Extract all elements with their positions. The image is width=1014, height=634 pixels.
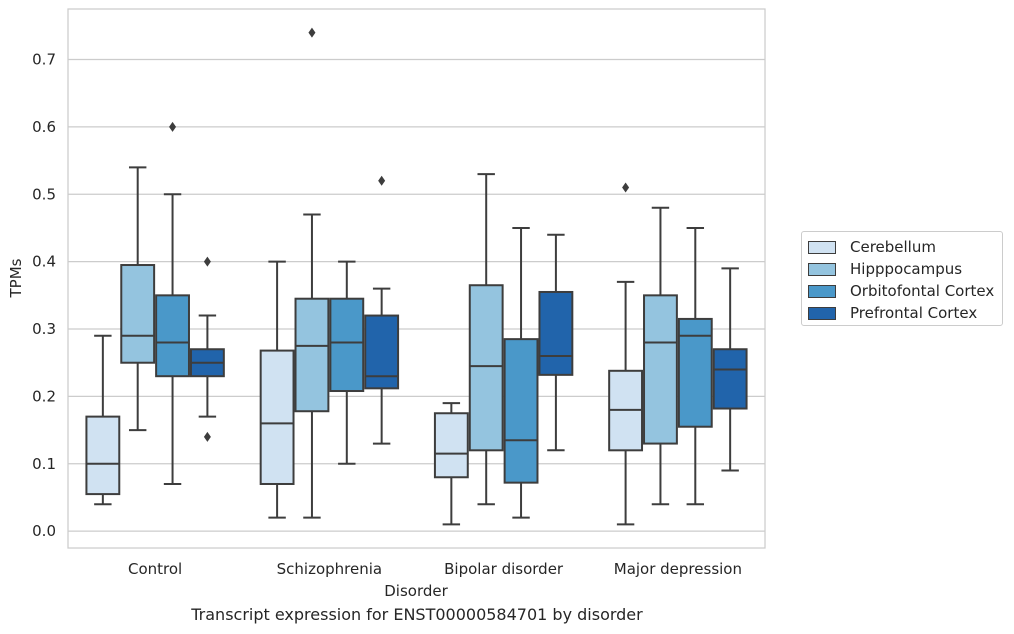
x-tick-label-control: Control (128, 560, 182, 578)
y-tick-label: 0.7 (32, 51, 56, 69)
legend-swatch-cerebellum (808, 240, 836, 254)
box-hipppocampus-major-depression (643, 206, 678, 506)
box-cerebellum-schizophrenia (259, 260, 295, 519)
x-tick-label-schizophrenia: Schizophrenia (277, 560, 382, 578)
outlier-point (308, 27, 316, 38)
box-cerebellum-bipolar-disorder (433, 402, 469, 526)
y-axis-label: TPMs (7, 258, 25, 298)
iqr-box (259, 349, 295, 485)
outlier-point (169, 121, 177, 132)
y-tick-label: 0.6 (32, 118, 56, 136)
box-hipppocampus-control (120, 166, 156, 432)
iqr-box (329, 297, 365, 393)
iqr-box (85, 415, 121, 496)
iqr-box (677, 317, 713, 428)
box-prefrontal-cortex-schizophrenia (364, 175, 400, 445)
iqr-box (433, 412, 469, 479)
box-plot-area (85, 27, 748, 526)
x-tick-label-major-depression: Major depression (614, 560, 742, 578)
legend-item-cerebellum: Cerebellum (808, 237, 936, 257)
y-tick-label: 0.4 (32, 253, 56, 271)
iqr-box (538, 290, 574, 376)
legend-label-cerebellum: Cerebellum (850, 238, 936, 256)
iqr-box (364, 314, 400, 390)
box-hipppocampus-bipolar-disorder (468, 173, 504, 506)
legend: Cerebellum Hipppocampus Orbitofontal Cor… (801, 231, 1003, 326)
y-tick-label: 0.3 (32, 320, 56, 338)
x-axis-label: Disorder (384, 582, 448, 600)
iqr-box (712, 348, 748, 410)
box-prefrontal-cortex-control (189, 256, 225, 442)
box-orbitofontal-cortex-schizophrenia (329, 260, 365, 465)
legend-label-prefrontal-cortex: Prefrontal Cortex (850, 304, 978, 322)
y-tick-label: 0.2 (32, 387, 56, 405)
box-cerebellum-major-depression (608, 182, 644, 526)
legend-label-orbitofrontal-cortex: Orbitofontal Cortex (850, 282, 995, 300)
iqr-box (643, 294, 678, 445)
iqr-box (155, 294, 190, 378)
chart-caption: Transcript expression for ENST0000058470… (191, 605, 643, 624)
iqr-box (120, 264, 156, 364)
box-orbitofontal-cortex-control (155, 121, 190, 485)
legend-item-hippocampus: Hipppocampus (808, 259, 962, 279)
box-prefrontal-cortex-bipolar-disorder (538, 233, 574, 452)
legend-swatch-orbitofrontal-cortex (808, 284, 836, 298)
legend-item-orbitofrontal-cortex: Orbitofontal Cortex (808, 281, 994, 301)
outlier-point (203, 256, 211, 267)
legend-swatch-hippocampus (808, 262, 836, 276)
box-orbitofontal-cortex-bipolar-disorder (503, 226, 539, 519)
legend-label-hippocampus: Hipppocampus (850, 260, 963, 278)
box-prefrontal-cortex-major-depression (712, 267, 748, 472)
box-orbitofontal-cortex-major-depression (677, 226, 713, 506)
box-hipppocampus-schizophrenia (294, 27, 330, 519)
x-tick-label-bipolar-disorder: Bipolar disorder (444, 560, 564, 578)
x-axis-ticks: Control Schizophrenia Bipolar disorder Majo… (128, 560, 742, 578)
outlier-point (622, 182, 630, 193)
y-tick-label: 0.0 (32, 522, 56, 540)
plot-frame (67, 8, 766, 549)
iqr-box (503, 338, 539, 484)
y-axis-ticks: 0.0 0.1 0.2 0.3 0.4 0.5 0.6 0.7 (32, 51, 56, 541)
y-tick-label: 0.5 (32, 185, 56, 203)
legend-item-prefrontal-cortex: Prefrontal Cortex (808, 303, 977, 323)
iqr-box (468, 284, 504, 452)
iqr-box (294, 297, 330, 413)
outlier-point (203, 431, 211, 442)
outlier-point (378, 175, 386, 186)
box-cerebellum-control (85, 334, 121, 506)
y-tick-label: 0.1 (32, 455, 56, 473)
legend-swatch-prefrontal-cortex (808, 306, 836, 320)
